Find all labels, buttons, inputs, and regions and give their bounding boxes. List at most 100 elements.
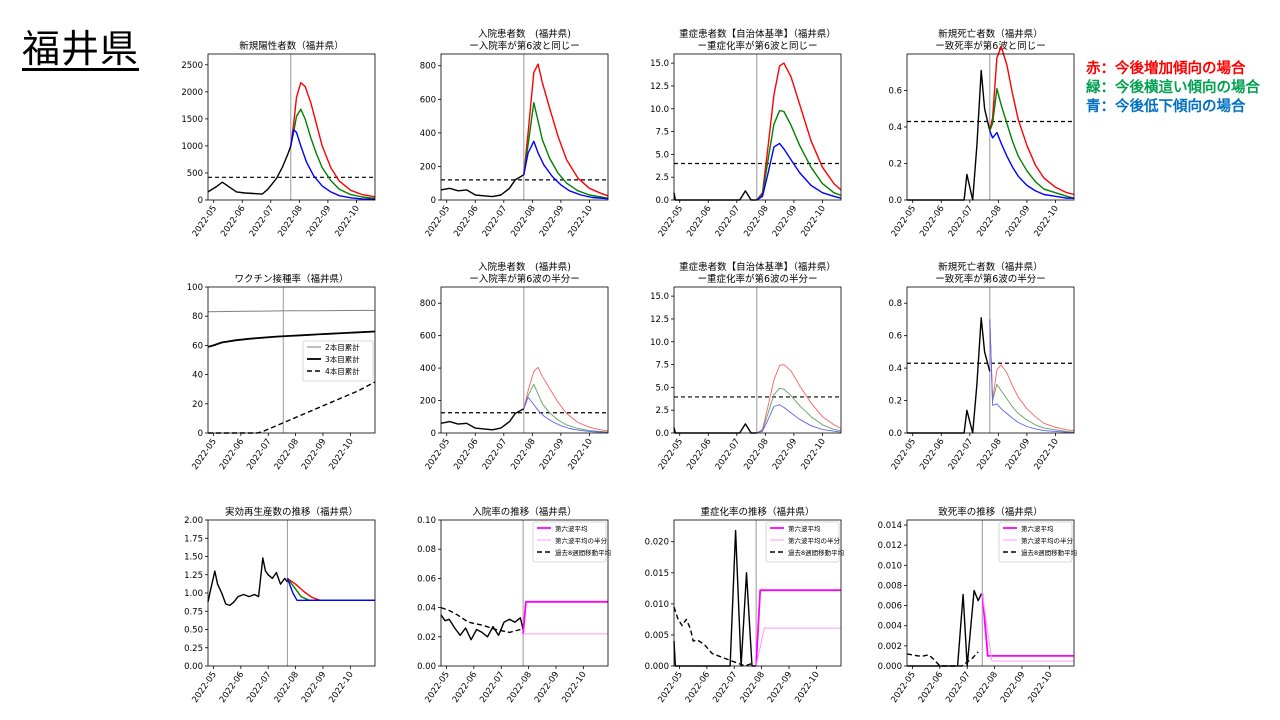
x-tick-label: 2022-05 <box>190 437 219 472</box>
series-dose2 <box>207 309 376 313</box>
x-tick-label: 2022-05 <box>190 670 219 705</box>
series-flat <box>756 387 842 434</box>
x-tick-label: 2022-07 <box>245 670 274 705</box>
x-tick-label: 2022-08 <box>276 204 305 239</box>
x-tick-label: 2022-08 <box>506 670 535 705</box>
x-tick-label: 2022-05 <box>890 204 919 239</box>
scenario-legend: 赤：今後増加傾向の場合 緑：今後横這い傾向の場合 青：今後低下傾向の場合 <box>1086 60 1260 117</box>
y-tick-label: 0.006 <box>878 602 902 612</box>
plot-frame <box>673 53 842 201</box>
y-tick-label: 800 <box>420 299 436 309</box>
y-tick-label: 2.5 <box>655 173 669 183</box>
x-tick-label: 2022-07 <box>947 437 976 472</box>
y-tick-label: 0.000 <box>645 662 669 672</box>
x-tick-label: 2022-10 <box>327 670 356 705</box>
chart-6: 入院患者数 (福井県)ー入院率が第6波の半分ー 0 200 400 600 800 2022… <box>420 261 609 472</box>
chart-title: 実効再生産数の推移（福井県） <box>225 506 358 518</box>
chart-11: 重症化率の推移（福井県） 0.000 0.005 0.010 0.015 0.020 202… <box>645 506 845 705</box>
series-actual <box>673 423 757 434</box>
chart-10: 入院率の推移（福井県） 0.00 0.02 0.04 0.06 0.08 0.10 2022-… <box>417 506 612 705</box>
x-tick-label: 2022-06 <box>452 204 481 239</box>
y-tick-label: 1.00 <box>184 589 203 599</box>
plot-frame <box>207 519 376 667</box>
y-tick-label: 0.2 <box>888 160 902 170</box>
y-tick-label: 1500 <box>181 115 203 125</box>
chart-legend <box>765 521 840 563</box>
chart-title: 入院率の推移（福井県） <box>472 506 577 518</box>
scenario-legend-flat: 緑：今後横這い傾向の場合 <box>1086 80 1260 96</box>
chart-title: 新規陽性者数（福井県） <box>239 40 344 52</box>
y-tick-label: 400 <box>420 364 436 374</box>
y-tick-label: 2.5 <box>655 406 669 416</box>
series-increase <box>756 364 842 434</box>
y-tick-label: 7.5 <box>655 361 669 371</box>
y-tick-label: 0.0 <box>655 429 669 439</box>
series-flat <box>523 383 609 433</box>
x-tick-label: 2022-09 <box>300 670 329 705</box>
y-tick-label: 2.00 <box>184 516 203 526</box>
y-tick-label: 0.000 <box>878 662 902 672</box>
chart-title: 重症患者数【自治体基準】（福井県） <box>679 261 836 273</box>
series-moving <box>440 606 521 634</box>
series-half <box>755 627 841 667</box>
y-tick-label: 12.5 <box>650 82 669 92</box>
x-tick-label: 2022-08 <box>273 437 302 472</box>
x-tick-label: 2022-06 <box>218 670 247 705</box>
plot-frame <box>906 286 1075 434</box>
series-decrease <box>756 142 842 201</box>
y-tick-label: 0.0 <box>888 196 902 206</box>
series-actual <box>440 174 525 198</box>
chart-title: 重症化率の推移（福井県） <box>700 506 814 518</box>
series-average <box>522 600 608 634</box>
x-tick-label: 2022-06 <box>685 204 714 239</box>
x-tick-label: 2022-09 <box>1004 437 1033 472</box>
x-tick-label: 2022-05 <box>889 670 918 705</box>
y-tick-label: 0.02 <box>417 633 436 643</box>
x-tick-label: 2022-06 <box>451 670 480 705</box>
plot-frame <box>673 519 842 667</box>
y-tick-label: 200 <box>420 397 436 407</box>
series-decrease <box>756 404 842 434</box>
x-tick-label: 2022-08 <box>509 437 538 472</box>
series-increase <box>290 81 376 198</box>
series-decrease <box>989 319 1075 433</box>
y-tick-label: 0.4 <box>888 364 902 374</box>
x-tick-label: 2022-09 <box>1004 204 1033 239</box>
series-increase <box>756 62 842 201</box>
y-tick-label: 0.08 <box>417 545 436 555</box>
y-tick-label: 12.5 <box>650 315 669 325</box>
y-tick-label: 15.0 <box>650 59 669 69</box>
series-flat <box>523 101 609 199</box>
y-tick-label: 1.50 <box>184 553 203 563</box>
y-tick-label: 0.004 <box>878 622 902 632</box>
chart-9: 実効再生産数の推移（福井県） 0.00 0.25 0.50 0.75 1.00 1.25 1.… <box>184 506 376 705</box>
y-tick-label: 0.012 <box>878 541 902 551</box>
x-tick-label: 2022-05 <box>890 437 919 472</box>
series-flat <box>989 87 1075 199</box>
y-tick-label: 0.4 <box>888 123 902 133</box>
x-tick-label: 2022-07 <box>711 670 740 705</box>
x-tick-label: 2022-09 <box>305 204 334 239</box>
x-tick-label: 2022-05 <box>423 670 452 705</box>
x-tick-label: 2022-10 <box>1032 204 1061 239</box>
x-tick-label: 2022-09 <box>300 437 329 472</box>
series-actual <box>907 317 991 434</box>
y-tick-label: 0 <box>431 196 436 206</box>
x-tick-label: 2022-09 <box>999 670 1028 705</box>
series-increase <box>523 366 609 432</box>
x-tick-label: 2022-08 <box>742 204 771 239</box>
series-dose4 <box>208 381 376 434</box>
x-tick-label: 2022-10 <box>566 437 595 472</box>
legend-label: 2本目累計 <box>325 342 360 352</box>
chart-legend <box>998 521 1073 563</box>
chart-subtitle: ー致死率が第6波と同じー <box>935 40 1046 52</box>
y-tick-label: 0.020 <box>645 538 669 548</box>
x-tick-label: 2022-08 <box>273 670 302 705</box>
y-tick-label: 7.5 <box>655 128 669 138</box>
series-moving <box>673 606 754 667</box>
series-half <box>981 593 1074 662</box>
plot-frame <box>673 286 842 434</box>
y-tick-label: 0.6 <box>888 332 902 342</box>
y-tick-label: 20 <box>192 400 203 410</box>
chart-legend <box>302 340 374 382</box>
